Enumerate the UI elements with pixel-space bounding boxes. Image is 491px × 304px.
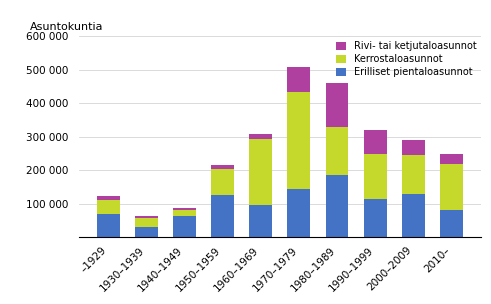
Bar bbox=[97, 214, 120, 237]
Bar bbox=[211, 164, 234, 168]
Bar bbox=[249, 134, 272, 140]
Bar bbox=[288, 67, 310, 92]
Bar bbox=[326, 83, 349, 127]
Bar bbox=[211, 168, 234, 195]
Bar bbox=[135, 218, 158, 227]
Legend: Rivi- tai ketjutaloasunnot, Kerrostaloasunnot, Erilliset pientaloasunnot: Rivi- tai ketjutaloasunnot, Kerrostaloas… bbox=[336, 41, 476, 77]
Bar bbox=[326, 127, 349, 175]
Bar bbox=[135, 216, 158, 218]
Bar bbox=[364, 199, 386, 237]
Bar bbox=[249, 205, 272, 237]
Bar bbox=[211, 195, 234, 237]
Bar bbox=[173, 216, 196, 237]
Bar bbox=[135, 227, 158, 237]
Text: Asuntokuntia: Asuntokuntia bbox=[30, 22, 104, 33]
Bar bbox=[173, 210, 196, 216]
Bar bbox=[440, 164, 463, 210]
Bar bbox=[402, 140, 425, 155]
Bar bbox=[288, 189, 310, 237]
Bar bbox=[97, 196, 120, 200]
Bar bbox=[249, 140, 272, 205]
Bar bbox=[440, 210, 463, 237]
Bar bbox=[402, 155, 425, 194]
Bar bbox=[364, 130, 386, 154]
Bar bbox=[364, 154, 386, 199]
Bar bbox=[288, 92, 310, 189]
Bar bbox=[402, 194, 425, 237]
Bar bbox=[326, 175, 349, 237]
Bar bbox=[97, 200, 120, 214]
Bar bbox=[440, 154, 463, 164]
Bar bbox=[173, 208, 196, 210]
